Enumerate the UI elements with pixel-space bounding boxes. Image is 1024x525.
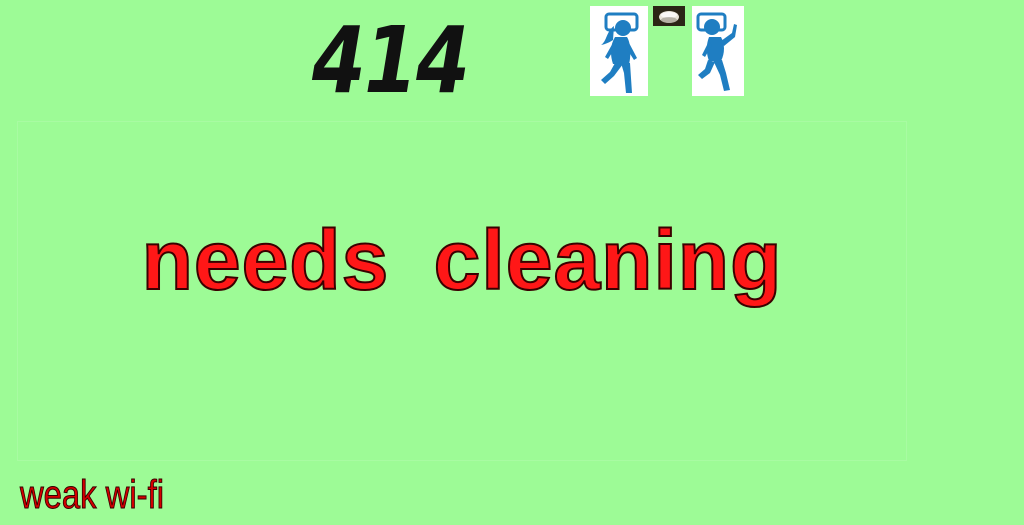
male-sleeping-icon <box>692 6 744 96</box>
weak-wifi-warning: weak wi-fi <box>20 472 159 518</box>
camera-sensor-icon <box>653 6 685 26</box>
status-panel: needs cleaning <box>18 122 906 460</box>
female-sleeping-icon <box>590 6 648 96</box>
sensor-indicator <box>653 6 685 26</box>
male-occupant-card <box>692 6 744 96</box>
room-number: 414 <box>312 6 455 116</box>
female-occupant-card <box>590 6 648 96</box>
cleaning-status-message: needs cleaning <box>18 210 906 310</box>
